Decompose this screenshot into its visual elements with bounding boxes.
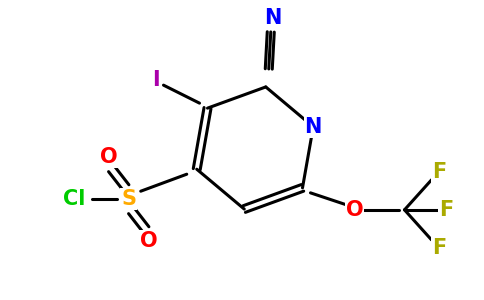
Text: O: O [346, 200, 363, 220]
Text: S: S [121, 189, 136, 209]
Text: F: F [432, 238, 447, 258]
Text: Cl: Cl [62, 189, 85, 209]
Text: N: N [304, 117, 322, 137]
Text: O: O [100, 147, 118, 167]
Text: I: I [151, 70, 159, 90]
Text: O: O [140, 231, 158, 251]
Text: F: F [439, 200, 454, 220]
Text: N: N [264, 8, 282, 28]
Text: F: F [432, 162, 447, 182]
